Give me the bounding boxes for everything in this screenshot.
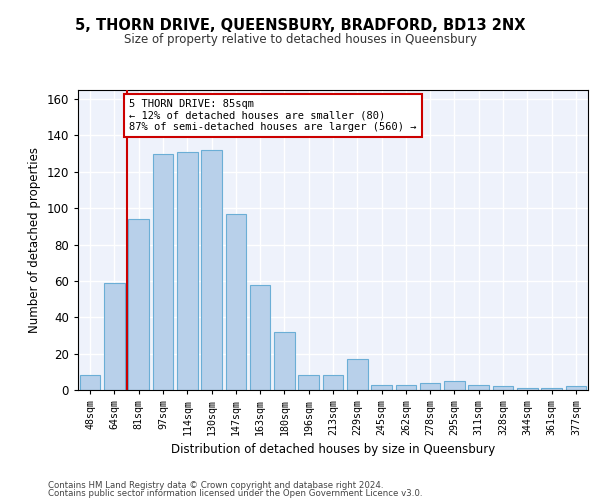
Bar: [469, 384, 489, 390]
Bar: [566, 386, 586, 390]
Bar: [152, 154, 173, 390]
Bar: [226, 214, 246, 390]
Text: Size of property relative to detached houses in Queensbury: Size of property relative to detached ho…: [124, 32, 476, 46]
Text: Contains HM Land Registry data © Crown copyright and database right 2024.: Contains HM Land Registry data © Crown c…: [48, 480, 383, 490]
Bar: [80, 376, 100, 390]
Bar: [371, 384, 392, 390]
Bar: [104, 282, 125, 390]
X-axis label: Distribution of detached houses by size in Queensbury: Distribution of detached houses by size …: [171, 444, 495, 456]
Bar: [250, 284, 271, 390]
Bar: [493, 386, 514, 390]
Bar: [177, 152, 197, 390]
Bar: [541, 388, 562, 390]
Bar: [298, 376, 319, 390]
Text: Contains public sector information licensed under the Open Government Licence v3: Contains public sector information licen…: [48, 489, 422, 498]
Bar: [201, 150, 222, 390]
Bar: [347, 359, 368, 390]
Bar: [444, 381, 465, 390]
Bar: [128, 219, 149, 390]
Bar: [395, 384, 416, 390]
Bar: [420, 382, 440, 390]
Y-axis label: Number of detached properties: Number of detached properties: [28, 147, 41, 333]
Bar: [274, 332, 295, 390]
Bar: [517, 388, 538, 390]
Bar: [323, 376, 343, 390]
Text: 5 THORN DRIVE: 85sqm
← 12% of detached houses are smaller (80)
87% of semi-detac: 5 THORN DRIVE: 85sqm ← 12% of detached h…: [129, 99, 416, 132]
Text: 5, THORN DRIVE, QUEENSBURY, BRADFORD, BD13 2NX: 5, THORN DRIVE, QUEENSBURY, BRADFORD, BD…: [75, 18, 525, 32]
